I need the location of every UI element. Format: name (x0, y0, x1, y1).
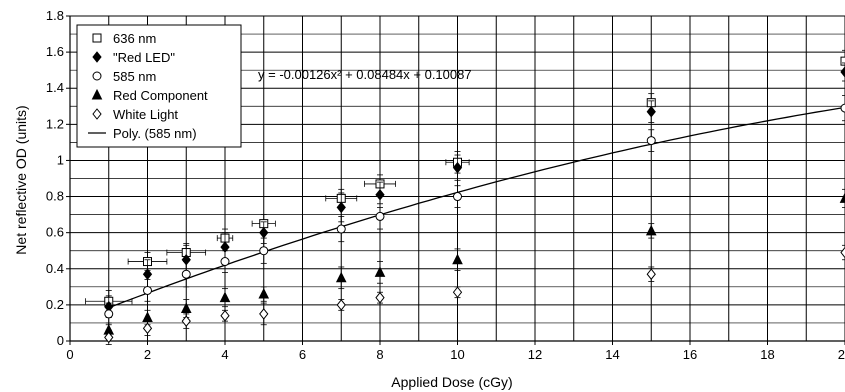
legend-label-poly-585-nm: Poly. (585 nm) (113, 126, 197, 141)
legend-label-636-nm: 636 nm (113, 31, 156, 46)
legend: 636 nm "Red LED" 585 nm Red Component White … (76, 24, 242, 148)
point-red-led (840, 66, 845, 78)
legend-marker-red-led (92, 51, 102, 63)
x-tick-label: 6 (299, 347, 306, 362)
point-red-led (375, 188, 385, 201)
point-white-light (840, 246, 845, 259)
x-axis-label: Applied Dose (cGy) (391, 374, 512, 390)
axes: 0 2 4 6 8 10 12 14 16 18 20 0 0.2 0.4 0.6 0.8 1 1.2 1.4 1.6… (46, 8, 845, 362)
y-tick-label: 1.6 (46, 44, 64, 59)
x-tick-label: 16 (683, 347, 697, 362)
point-585-nm (104, 309, 114, 319)
series-red-led (104, 62, 845, 318)
series-585-nm (104, 95, 845, 326)
y-tick-label: 1 (57, 152, 64, 167)
point-red-led (452, 161, 463, 174)
y-tick-label: 0.8 (46, 189, 64, 204)
x-tick-label: 0 (66, 347, 73, 362)
point-585-nm (220, 257, 230, 267)
x-tick-label: 10 (450, 347, 464, 362)
point-585-nm (646, 136, 656, 146)
x-tick-label: 12 (528, 347, 542, 362)
point-585-nm (259, 246, 269, 256)
point-white-light (220, 309, 230, 322)
x-tick-label: 14 (605, 347, 619, 362)
point-red-led (336, 201, 346, 214)
y-tick-label: 1.2 (46, 116, 64, 131)
point-red-led (142, 268, 153, 280)
y-axis-label: Net reflective OD (units) (13, 105, 29, 254)
y-tick-label: 0.4 (46, 261, 64, 276)
point-red-component (142, 311, 153, 323)
point-red-component (219, 291, 231, 303)
fit-curve (108, 106, 845, 309)
point-white-light (181, 315, 191, 327)
point-585-nm (453, 192, 462, 202)
x-tick-label: 2 (144, 347, 151, 362)
fit-equation: y = -0.00126x² + 0.08484x + 0.10087 (258, 67, 472, 82)
legend-marker-636-nm (92, 33, 102, 43)
x-tick-label: 18 (760, 347, 774, 362)
point-red-component (839, 192, 845, 203)
x-tick-label: 8 (376, 347, 383, 362)
legend-marker-red-component (91, 88, 103, 100)
point-585-nm (375, 211, 385, 221)
point-585-nm (336, 224, 346, 234)
point-red-component (335, 271, 347, 283)
point-white-light (142, 322, 153, 335)
legend-marker-white-light (92, 108, 102, 120)
x-tick-label: 4 (221, 347, 228, 362)
x-tick-label: 20 (838, 347, 845, 362)
point-red-component (452, 253, 463, 265)
legend-label-585-nm: 585 nm (113, 69, 156, 84)
point-white-light (452, 286, 463, 299)
point-636-nm (840, 56, 845, 66)
point-white-light (104, 331, 114, 344)
legend-label-white-light: White Light (113, 107, 178, 122)
point-red-led (646, 105, 656, 118)
point-585-nm (181, 269, 191, 279)
legend-box (76, 24, 242, 148)
legend-label-red-component: Red Component (113, 88, 208, 103)
point-white-light (336, 299, 346, 311)
fit-line-poly-585nm (108, 106, 845, 309)
point-white-light (259, 308, 269, 320)
y-tick-label: 0.2 (46, 297, 64, 312)
point-red-component (374, 266, 386, 277)
series-red-component (103, 188, 845, 338)
series-white-light (104, 244, 845, 346)
point-white-light (646, 268, 656, 280)
point-red-component (645, 224, 657, 236)
point-white-light (375, 291, 385, 304)
data-marks (85, 49, 845, 346)
y-tick-label: 0.6 (46, 225, 64, 240)
point-585-nm (143, 285, 152, 295)
point-red-component (180, 302, 192, 313)
point-585-nm (840, 103, 845, 113)
point-red-led (259, 226, 269, 239)
point-red-component (258, 287, 270, 299)
legend-label-red-led: "Red LED" (113, 50, 175, 65)
y-tick-label: 1.4 (46, 80, 64, 95)
y-tick-label: 0 (57, 333, 64, 348)
y-tick-label: 1.8 (46, 8, 64, 23)
legend-marker-585-nm (92, 71, 102, 81)
